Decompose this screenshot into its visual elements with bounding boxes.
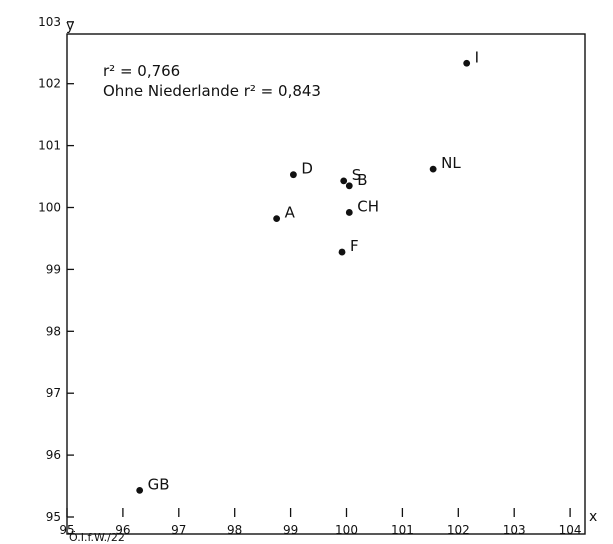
x-axis-label: x — [589, 509, 597, 525]
data-point — [338, 248, 346, 256]
data-point-label: S — [352, 166, 362, 184]
y-tick-label: 102 — [38, 77, 61, 91]
annotation-r2: r² = 0,766 — [103, 62, 180, 80]
x-tick-label: 104 — [559, 523, 582, 537]
data-point — [345, 182, 353, 190]
y-tick-label: 103 — [38, 15, 61, 29]
data-point — [345, 209, 353, 216]
data-point-label: I — [475, 48, 479, 66]
data-point — [429, 165, 437, 173]
source-credit: Ö.I.f.W./22 — [69, 531, 125, 544]
data-point — [273, 215, 281, 223]
data-point-label: NL — [441, 154, 461, 172]
data-point-label: B — [357, 171, 367, 189]
annotation-r2-without-nl: Ohne Niederlande r² = 0,843 — [103, 82, 321, 100]
data-point — [340, 177, 348, 185]
x-tick-label: 103 — [503, 523, 526, 537]
data-point-label: F — [350, 237, 359, 255]
x-tick-label: 97 — [171, 523, 186, 537]
data-point — [289, 171, 297, 179]
data-point-label: A — [285, 204, 296, 222]
data-point-label: GB — [148, 475, 170, 493]
y-tick-label: 97 — [46, 386, 61, 400]
x-tick-label: 98 — [227, 523, 242, 537]
y-tick-label: 96 — [46, 448, 61, 462]
y-axis-ticks: 95 96 97 98 99 100 101 102 103 — [38, 15, 74, 524]
y-tick-label: 99 — [46, 262, 61, 276]
y-tick-label: 100 — [38, 201, 61, 215]
data-point-label: CH — [357, 197, 379, 215]
y-tick-label: 101 — [38, 139, 61, 153]
x-tick-label: 95 — [59, 523, 74, 537]
y-axis-label: y — [66, 18, 74, 34]
data-points: GB A D SB CH F NL I — [136, 48, 479, 494]
y-tick-label: 98 — [46, 324, 61, 338]
y-tick-label: 95 — [46, 510, 61, 524]
data-point-label: D — [301, 160, 313, 178]
x-tick-label: 100 — [335, 523, 358, 537]
data-point — [136, 486, 144, 494]
x-axis-ticks: 95 96 97 98 99 100 101 102 103 104 — [59, 508, 582, 537]
x-tick-label: 102 — [447, 523, 470, 537]
x-tick-label: 96 — [115, 523, 130, 537]
plot-frame — [66, 33, 586, 535]
x-tick-label: 99 — [283, 523, 298, 537]
data-point — [463, 59, 471, 67]
x-tick-label: 101 — [391, 523, 414, 537]
